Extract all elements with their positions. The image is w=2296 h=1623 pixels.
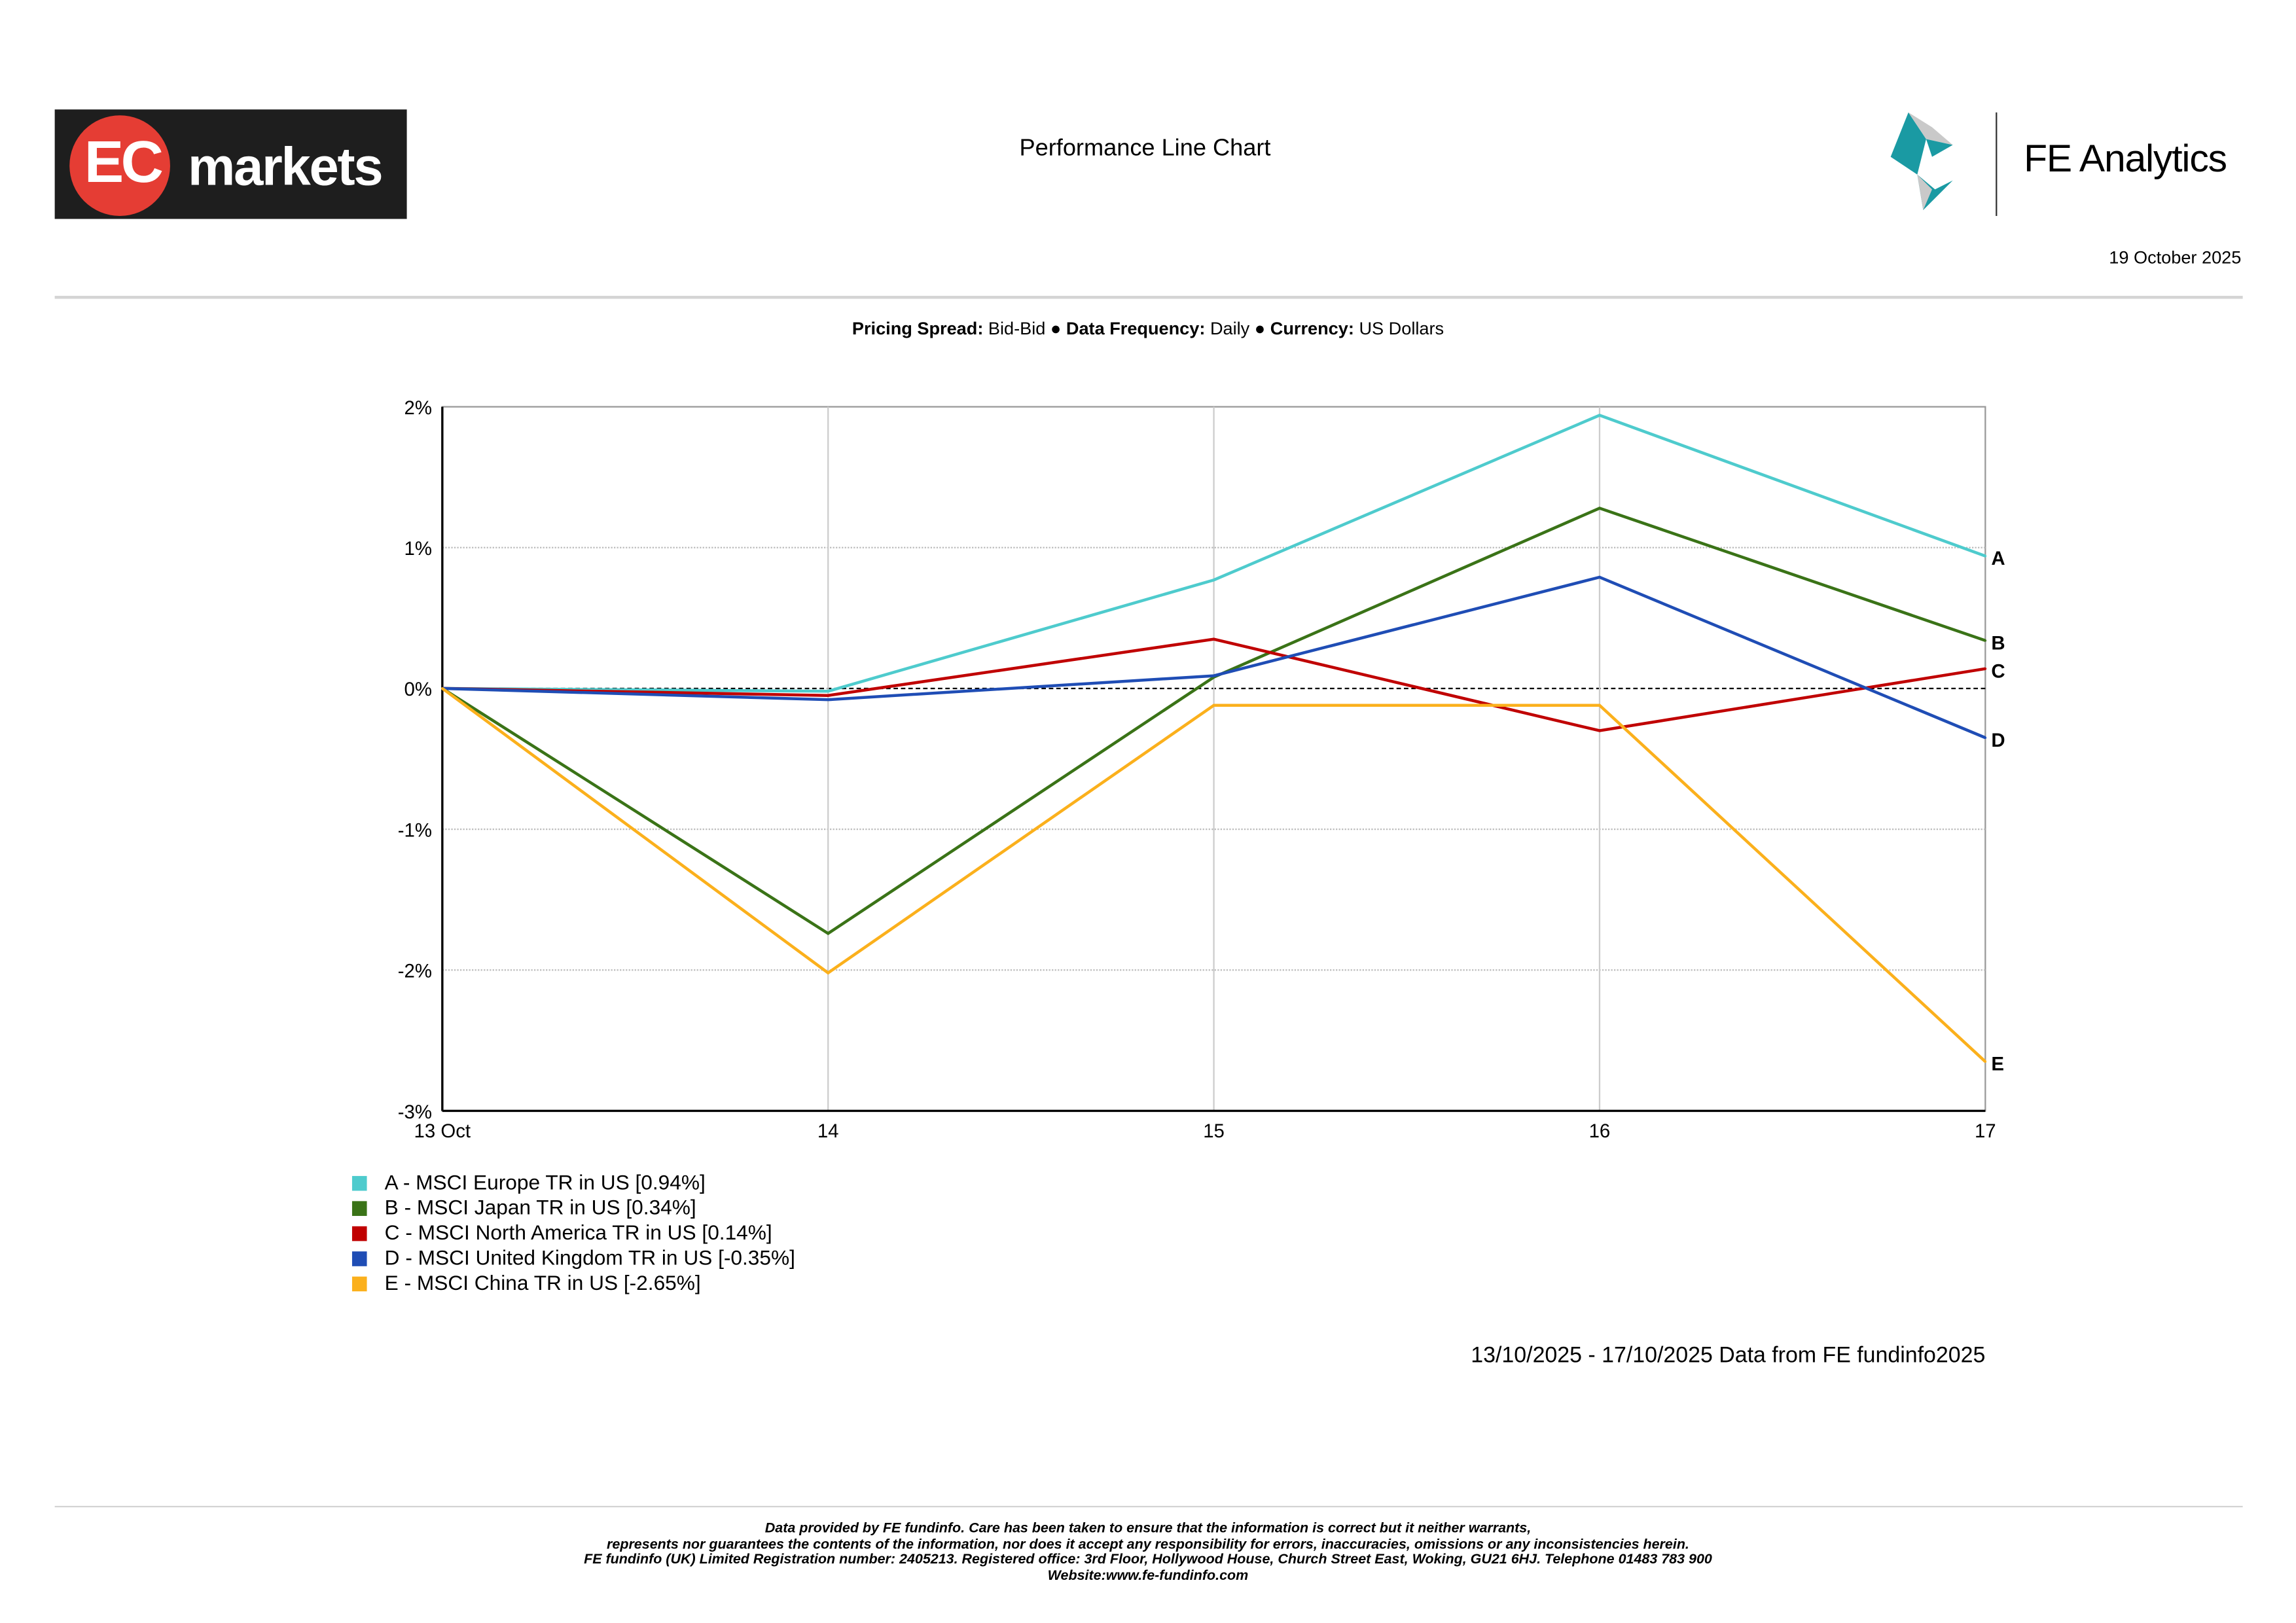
chart-spec: Pricing Spread: Bid-Bid ● Data Frequency… [0, 318, 2296, 339]
legend-label: E - MSCI China TR in US [-2.65%] [384, 1270, 701, 1294]
fe-logo-mark-icon [1890, 112, 1953, 210]
pricing-label: Pricing Spread: [852, 317, 984, 339]
data-point [827, 690, 830, 693]
legend-swatch [351, 1275, 367, 1291]
footer-line: Data provided by FE fundinfo. Care has b… [764, 1520, 1532, 1537]
series-end-label: C [1991, 660, 2005, 682]
legend-swatch [351, 1251, 367, 1266]
ec-logo-ec: EC [84, 130, 164, 196]
legend-item: D - MSCI United Kingdom TR in US [-0.35%… [351, 1245, 795, 1270]
footer-line: Website:www.fe-fundinfo.com [1047, 1567, 1249, 1584]
data-point [1212, 637, 1215, 641]
currency-value: US Dollars [1359, 317, 1444, 339]
legend-item: E - MSCI China TR in US [-2.65%] [351, 1270, 795, 1296]
series-end-label: D [1991, 730, 2005, 751]
report-date: 19 October 2025 [2109, 247, 2242, 268]
page-title: Performance Line Chart [1019, 135, 1271, 162]
legend-item: C - MSCI North America TR in US [0.14%] [351, 1220, 795, 1245]
x-tick-label: 15 [1203, 1120, 1225, 1142]
legend-swatch [351, 1200, 367, 1215]
legend-label: D - MSCI United Kingdom TR in US [-0.35%… [384, 1245, 795, 1270]
legend-label: B - MSCI Japan TR in US [0.34%] [384, 1195, 696, 1219]
data-point [827, 698, 830, 701]
data-point [1984, 554, 1987, 558]
frequency-label: Data Frequency: [1066, 317, 1206, 339]
legend-label: A - MSCI Europe TR in US [0.94%] [384, 1169, 706, 1194]
header-divider [54, 296, 2243, 299]
x-tick-label: 17 [1975, 1120, 1996, 1142]
y-tick-label: 2% [404, 397, 432, 419]
data-point [441, 687, 444, 690]
y-tick-label: -1% [398, 819, 432, 841]
x-tick-label: 16 [1589, 1120, 1611, 1142]
data-point [1212, 704, 1215, 707]
data-point [827, 971, 830, 974]
date-range-note: 13/10/2025 - 17/10/2025 Data from FE fun… [1471, 1343, 1986, 1368]
data-point [1212, 674, 1215, 677]
pricing-value: Bid-Bid [988, 317, 1046, 339]
footer-line: represents nor guarantees the contents o… [607, 1536, 1689, 1553]
data-point [827, 694, 830, 697]
footer-line: FE fundinfo (UK) Limited Registration nu… [584, 1552, 1712, 1568]
performance-line-chart: 2% 1% 0% -1% -2% -3%13 Oct 14 15 16 17 A BC D E [398, 397, 2005, 1142]
y-tick-label: -3% [398, 1101, 432, 1123]
fe-analytics-logo: FE Analytics [1888, 112, 2242, 217]
currency-label: Currency: [1270, 317, 1354, 339]
data-point [1984, 639, 1987, 642]
ec-markets-logo: EC markets [54, 109, 407, 219]
y-tick-label: 1% [404, 538, 432, 560]
series-end-label: E [1991, 1054, 2004, 1075]
bullet: ● [1254, 317, 1266, 339]
bullet: ● [1050, 317, 1062, 339]
data-point [1984, 736, 1987, 740]
frequency-value: Daily [1210, 317, 1250, 339]
data-point [1984, 668, 1987, 670]
series-end-label: B [1991, 632, 2005, 654]
data-point [1984, 1060, 1987, 1063]
legend-label: C - MSCI North America TR in US [0.14%] [384, 1220, 772, 1244]
legend-swatch [351, 1225, 367, 1241]
data-point [1598, 507, 1601, 510]
footer-divider [54, 1505, 2243, 1508]
data-point [1598, 704, 1601, 707]
series-end-label: A [1991, 548, 2005, 569]
data-point [1598, 414, 1601, 417]
ec-logo-circle [69, 115, 170, 217]
legend-swatch [351, 1175, 367, 1190]
legend-item: B - MSCI Japan TR in US [0.34%] [351, 1195, 795, 1220]
y-tick-label: -2% [398, 961, 432, 982]
ec-logo-markets: markets [188, 135, 384, 197]
data-point [1598, 729, 1601, 732]
fe-logo-divider [1996, 112, 1998, 217]
data-point [827, 932, 830, 935]
data-point [1598, 576, 1601, 579]
disclaimer-footer: Data provided by FE fundinfo. Care has b… [0, 1522, 2296, 1584]
data-point [1212, 579, 1215, 582]
fe-logo-text: FE Analytics [2024, 135, 2227, 181]
y-tick-label: 0% [404, 679, 432, 700]
chart-legend: A - MSCI Europe TR in US [0.94%] B - MSCI… [351, 1169, 795, 1296]
x-tick-label: 14 [817, 1120, 839, 1142]
legend-item: A - MSCI Europe TR in US [0.94%] [351, 1169, 795, 1195]
x-tick-label: 13 Oct [414, 1120, 471, 1142]
